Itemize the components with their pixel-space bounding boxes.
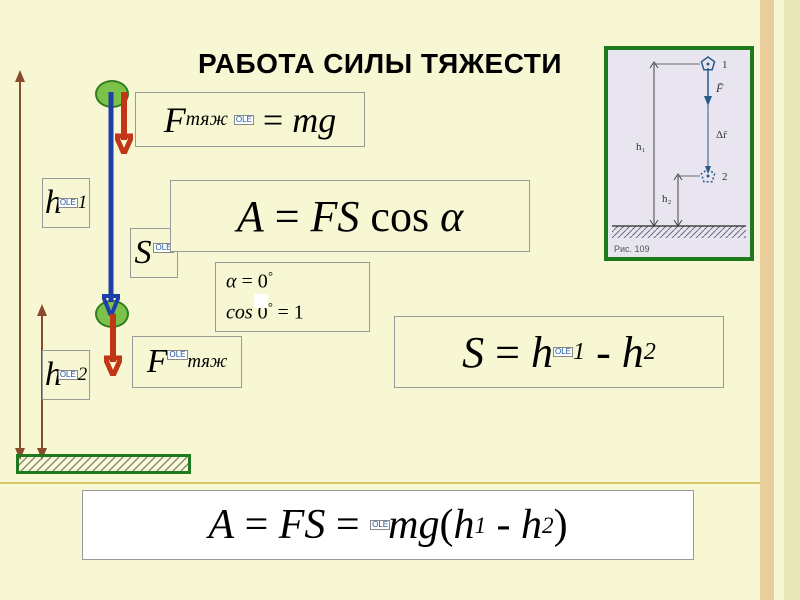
eq: = (254, 99, 292, 141)
textbook-figure: 1 2 F̄ Δr̄ h₁ h₂ Рис. 109 (604, 46, 754, 261)
tb-label-dr: Δr̄ (716, 129, 728, 141)
ole-badge-icon: OLE (370, 520, 390, 530)
slide: РАБОТА СИЛЫ ТЯЖЕСТИ (0, 0, 800, 600)
ole-badge-icon: OLE (58, 370, 78, 380)
force-arrow-bottom (104, 314, 122, 376)
formula-final: A = FS = OLEmg(h1 - h2) (82, 490, 694, 560)
formula-s-eq: S = hOLE1 - h2 (394, 316, 724, 388)
tb-fig-caption: Рис. 109 (614, 244, 650, 254)
tb-label-F: F̄ (715, 81, 724, 95)
label-h1: hOLE1 (42, 178, 90, 228)
force-arrow-top (115, 92, 133, 154)
ole-badge-icon: OLE (167, 350, 187, 360)
divider-line (0, 482, 760, 484)
formula-ftyazh-mg: Fтяж OLE = mg (135, 92, 365, 147)
formula-alpha-zero: α = 0° cos 0° = 1 (215, 262, 370, 332)
tb-label-2: 2 (722, 171, 728, 183)
white-patch (254, 294, 268, 308)
ole-badge-icon: OLE (58, 198, 78, 208)
sub-tyazh: тяж (186, 108, 228, 131)
ole-badge-icon: OLE (553, 347, 573, 357)
alpha-zero-text: α = 0° (226, 269, 273, 294)
right-stripes (760, 0, 800, 600)
formula-work-main: A = FS cos α (170, 180, 530, 252)
var-F: F (164, 99, 186, 141)
tb-label-h2: h₂ (662, 193, 672, 205)
label-h2: hOLE2 (42, 350, 90, 400)
height-arrow-h1 (10, 70, 30, 460)
ole-badge-icon: OLE (234, 115, 254, 125)
var-mg: mg (292, 99, 336, 141)
label-ftyazh-bottom: FOLEтяж (132, 336, 242, 388)
ground-hatching (16, 454, 191, 474)
tb-label-h1: h₁ (636, 141, 646, 153)
tb-label-1: 1 (722, 59, 728, 71)
